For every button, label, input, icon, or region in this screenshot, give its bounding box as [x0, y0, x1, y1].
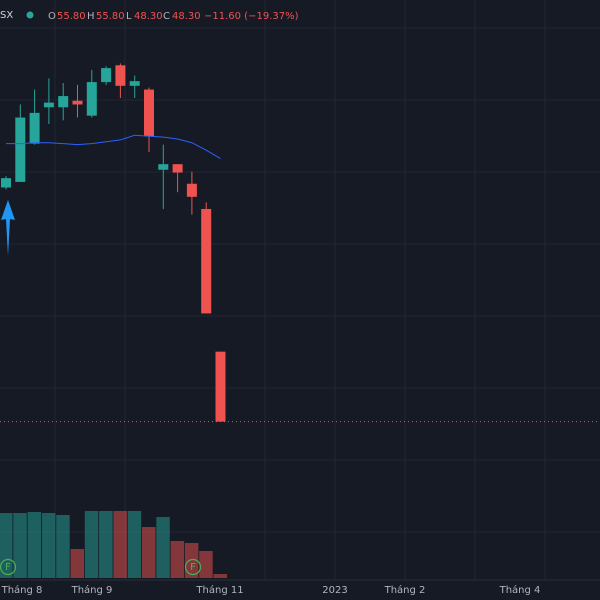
- x-tick-label: Tháng 11: [195, 584, 243, 596]
- symbol: SX: [0, 10, 13, 21]
- volume-bar: [13, 513, 27, 578]
- status-dot: [26, 11, 34, 19]
- x-tick-label: Tháng 4: [499, 584, 541, 596]
- marker-circle: [184, 558, 202, 576]
- marker-circle: [0, 558, 17, 576]
- candle-body: [1, 178, 11, 188]
- x-tick-label: 2023: [322, 585, 347, 596]
- l-label: L: [126, 11, 132, 22]
- volume-bar: [84, 511, 99, 578]
- candle-body: [186, 183, 197, 197]
- volume-bar: [113, 511, 127, 578]
- candle-body: [129, 81, 140, 86]
- volume-bar: [99, 511, 113, 578]
- candle-body: [158, 164, 169, 170]
- volume-bar: [156, 517, 170, 578]
- grid: [0, 0, 600, 580]
- volume-bar: [70, 549, 84, 578]
- candle-body: [101, 68, 112, 83]
- c-label: C: [163, 11, 170, 22]
- candle-body: [215, 351, 226, 422]
- o-value: 55.80: [57, 11, 86, 22]
- candle-body: [201, 208, 212, 314]
- arrow-up: [1, 200, 15, 256]
- h-label: H: [87, 11, 95, 22]
- candle-body: [58, 96, 69, 108]
- candle-body: [15, 117, 26, 182]
- moving-average: [6, 134, 221, 160]
- volume-bar: [27, 512, 42, 578]
- header: SX O 55.80 H 55.80 L 48.30 C 48.30 −11.6…: [0, 10, 299, 22]
- l-value: 48.30: [134, 11, 163, 22]
- c-value: 48.30: [172, 11, 201, 22]
- marker-label: F: [5, 562, 11, 573]
- change: −11.60 (−19.37%): [204, 11, 299, 22]
- candle-body: [144, 89, 154, 137]
- x-tick-label: Tháng 9: [71, 584, 113, 596]
- volume-bar: [213, 574, 227, 578]
- candle-body: [43, 102, 54, 108]
- o-label: O: [48, 11, 56, 22]
- h-value: 55.80: [96, 11, 125, 22]
- volume-bar: [56, 515, 70, 578]
- volume-bar: [170, 541, 185, 578]
- x-tick-label: Tháng 2: [384, 584, 426, 596]
- volume-bar: [184, 543, 199, 578]
- volume-bar: [41, 513, 56, 578]
- volume-bar: [199, 551, 213, 578]
- candle-body: [72, 100, 83, 105]
- candle-body: [86, 82, 97, 116]
- candle-body: [172, 164, 183, 173]
- volume-bar: [142, 527, 156, 578]
- candle-body: [115, 65, 126, 86]
- volume-bar: [127, 511, 142, 578]
- x-tick-label: Tháng 8: [1, 584, 43, 596]
- candle-body: [29, 112, 40, 144]
- marker-label: F: [190, 562, 196, 573]
